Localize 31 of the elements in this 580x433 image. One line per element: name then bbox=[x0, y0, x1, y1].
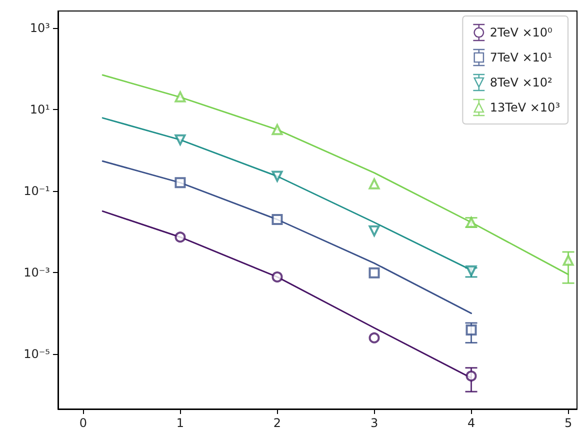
point bbox=[174, 91, 186, 102]
point bbox=[368, 267, 380, 278]
y-tick-label: 10⁻³ bbox=[24, 266, 50, 280]
y-tick-label: 10⁻⁵ bbox=[24, 347, 50, 362]
legend-label: 2TeV ×10⁰ bbox=[490, 26, 553, 40]
point bbox=[174, 232, 186, 243]
x-tick-label: 4 bbox=[467, 416, 476, 430]
y-tick-label: 10⁻¹ bbox=[24, 184, 50, 198]
x-tick-label: 5 bbox=[564, 416, 572, 430]
x-tick-label: 1 bbox=[176, 416, 184, 430]
legend-label: 7TeV ×10¹ bbox=[490, 50, 553, 64]
point bbox=[174, 177, 186, 188]
legend-label: 8TeV ×10² bbox=[490, 76, 553, 90]
point bbox=[174, 134, 186, 146]
y-tick-label: 10¹ bbox=[30, 102, 50, 116]
point bbox=[562, 254, 574, 266]
point bbox=[466, 370, 477, 382]
x-tick-label: 0 bbox=[79, 416, 88, 430]
legend-label: 13TeV ×10³ bbox=[490, 100, 560, 114]
line-series bbox=[102, 160, 472, 314]
point bbox=[368, 225, 380, 236]
x-tick-label: 3 bbox=[370, 416, 378, 430]
point bbox=[272, 170, 283, 182]
point bbox=[272, 214, 283, 225]
y-tick-label: 10³ bbox=[30, 20, 50, 35]
point bbox=[368, 332, 380, 344]
point bbox=[272, 124, 283, 136]
point bbox=[272, 271, 283, 282]
point bbox=[466, 324, 477, 336]
point bbox=[368, 178, 380, 190]
x-tick-label: 2 bbox=[273, 416, 282, 430]
